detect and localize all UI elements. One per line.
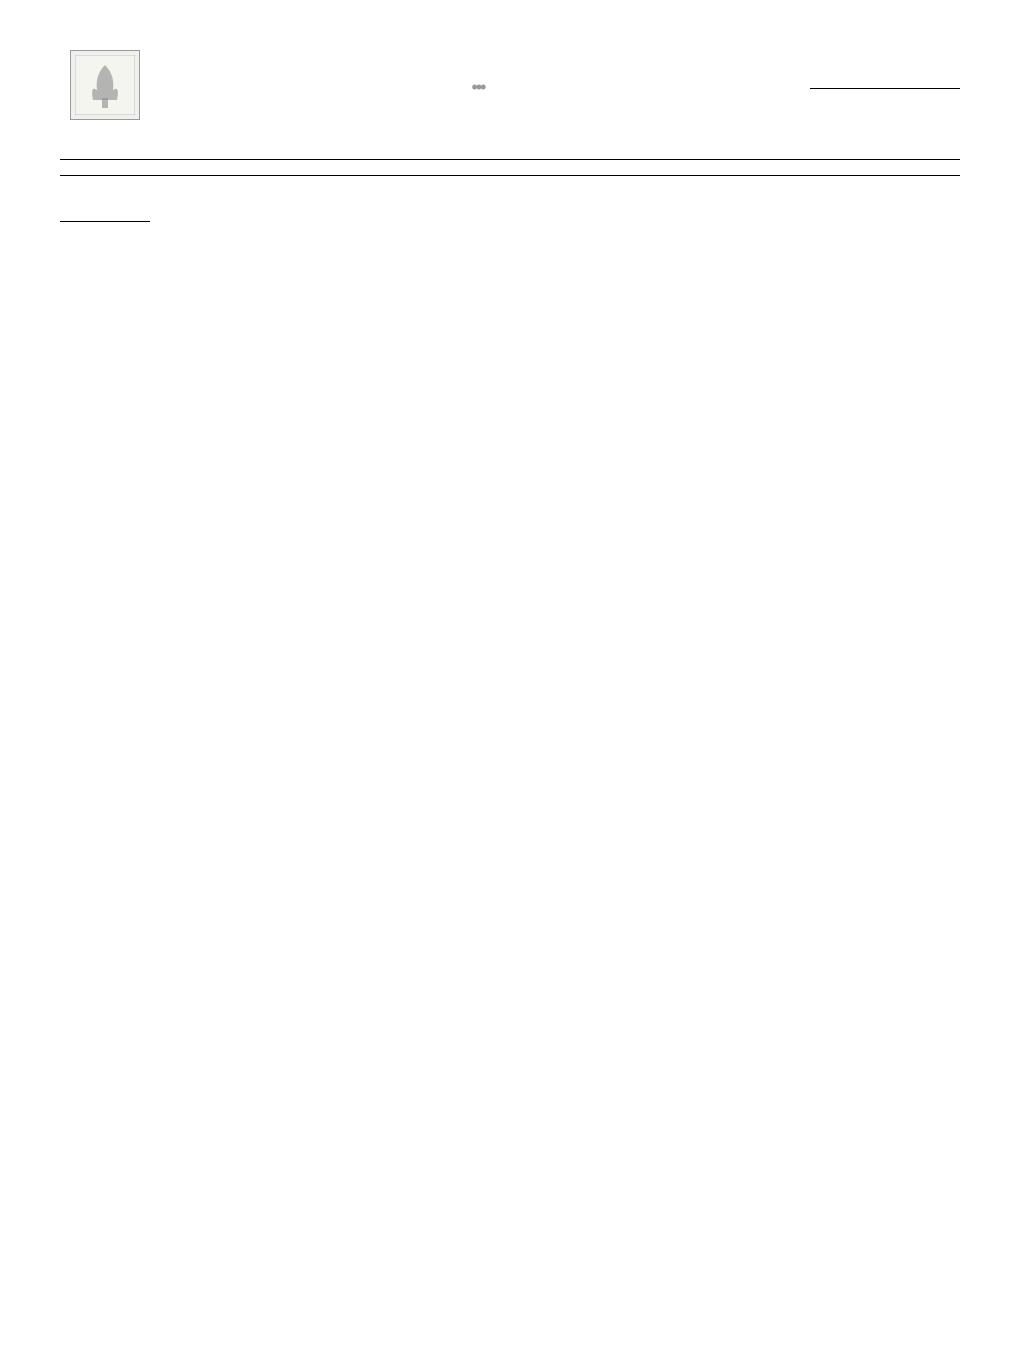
right-header bbox=[810, 80, 960, 95]
footnote-separator bbox=[60, 221, 150, 222]
publisher-logo bbox=[60, 50, 150, 124]
page-header: ••• bbox=[60, 50, 960, 124]
sciencedirect-logo: ••• bbox=[150, 68, 810, 100]
two-column-body bbox=[60, 201, 960, 226]
right-column bbox=[525, 201, 960, 226]
journal-title bbox=[810, 80, 960, 89]
center-header: ••• bbox=[150, 60, 810, 115]
left-column bbox=[60, 201, 495, 226]
divider bbox=[60, 159, 960, 160]
elsevier-tree-icon bbox=[70, 50, 140, 120]
divider bbox=[60, 175, 960, 176]
